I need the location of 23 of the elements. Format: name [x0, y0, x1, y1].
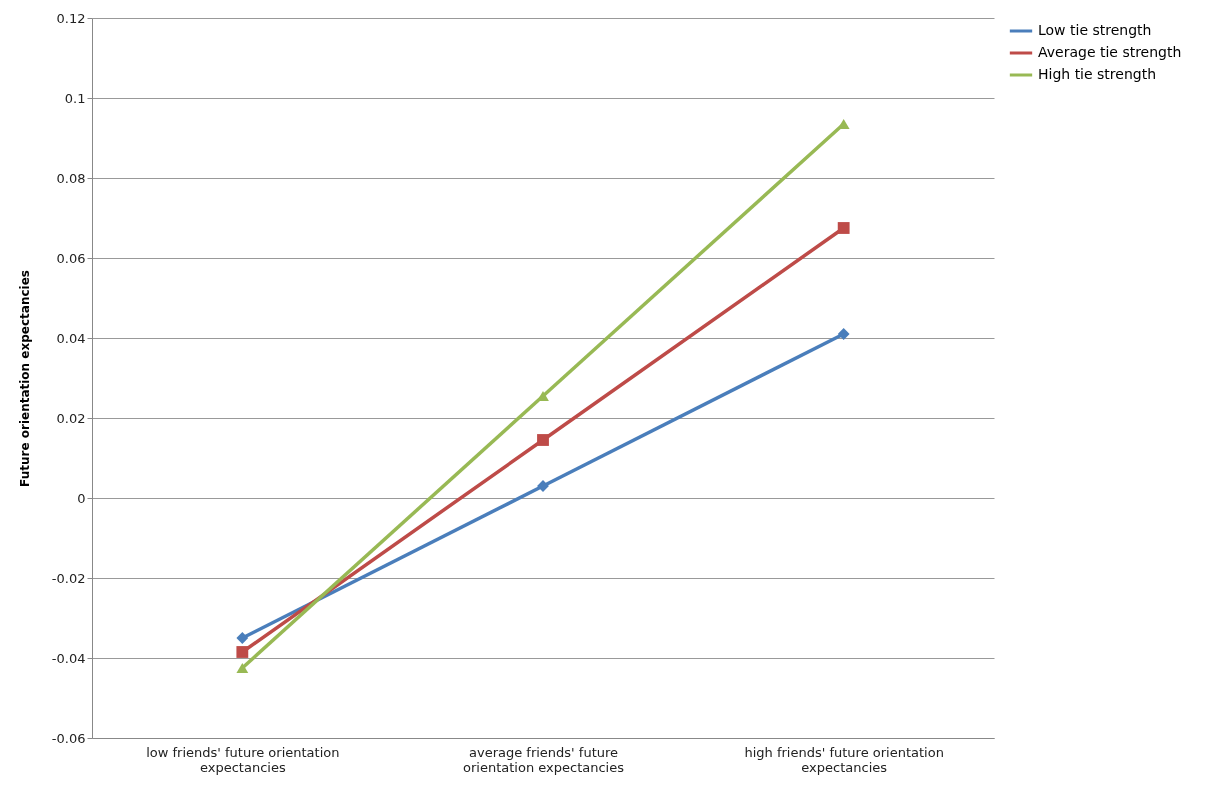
- y-tick-label: 0.04: [56, 330, 86, 346]
- y-axis-title: Future orientation expectancies: [17, 270, 32, 487]
- y-tick-label: 0.08: [56, 170, 86, 186]
- y-tick-label: 0: [77, 490, 86, 506]
- x-tick-label: high friends' future orientation expectancies: [744, 744, 944, 775]
- point: [236, 662, 249, 674]
- y-tick-label: -0.04: [51, 650, 86, 666]
- point: [537, 434, 549, 446]
- point: [236, 646, 249, 658]
- x-tick-label: low friends' future orientation expectancies: [146, 744, 340, 775]
- x-tick-label: average friends' future orientation expectancies: [463, 744, 625, 775]
- point: [236, 632, 249, 644]
- legend-label: High tie strength: [1038, 66, 1157, 82]
- legend-label: Average tie strength: [1038, 44, 1182, 60]
- y-tick-label: 0.12: [56, 10, 86, 26]
- y-tick-label: 0.1: [64, 90, 86, 106]
- y-tick-label: -0.02: [51, 570, 86, 586]
- y-tick-label: 0.02: [56, 410, 86, 426]
- point: [837, 222, 850, 234]
- point: [837, 328, 850, 340]
- y-tick-label: -0.06: [51, 730, 86, 746]
- legend-label: Low tie strength: [1038, 22, 1152, 38]
- y-tick-label: 0.06: [56, 250, 86, 266]
